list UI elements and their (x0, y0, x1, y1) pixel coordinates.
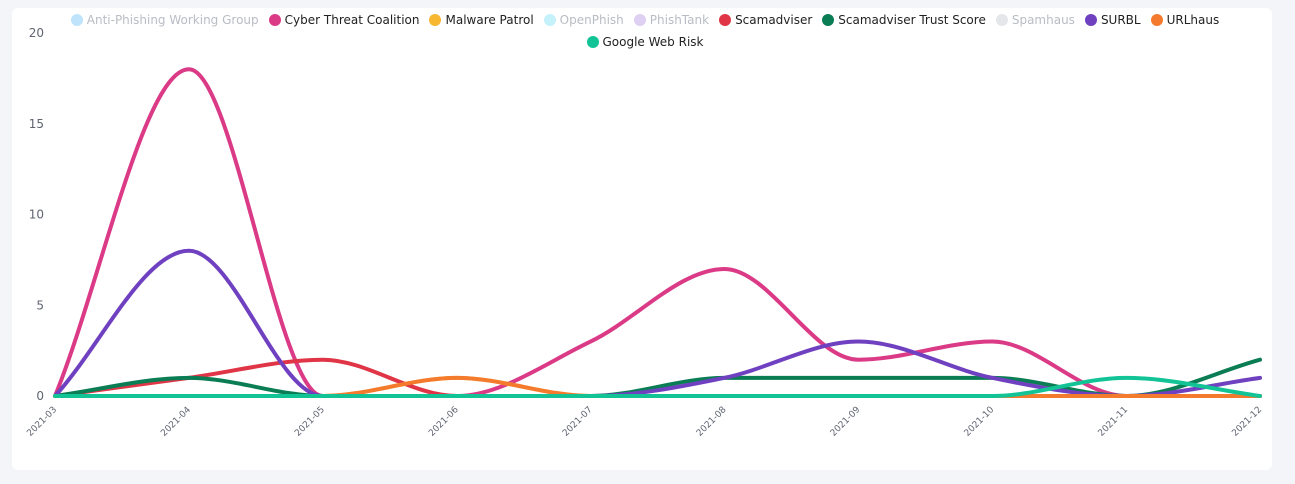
legend-item-google-web-risk[interactable]: Google Web Risk (586, 34, 704, 50)
legend-label: Cyber Threat Coalition (284, 13, 420, 27)
y-axis: 0 5 10 15 20 (29, 26, 44, 403)
y-tick-label: 0 (36, 389, 44, 403)
legend-swatch (70, 14, 83, 26)
legend-label: URLhaus (1166, 13, 1220, 27)
legend-label: Scamadviser Trust Score (838, 13, 986, 27)
legend-label: Spamhaus (1011, 13, 1075, 27)
legend-label: Anti-Phishing Working Group (86, 13, 259, 27)
series-line-surbl[interactable] (53, 248, 1262, 399)
legend-swatch (429, 14, 442, 26)
legend-item-malware-patrol[interactable]: Malware Patrol (429, 12, 534, 28)
x-tick-label: 2021-07 (561, 405, 595, 439)
legend-label: SURBL (1100, 13, 1141, 27)
y-tick-label: 10 (29, 208, 44, 222)
series-line-cyber-threat-coalition[interactable] (53, 67, 1262, 399)
x-tick-label: 2021-12 (1230, 405, 1264, 439)
x-tick-label: 2021-08 (695, 405, 729, 439)
x-tick-label: 2021-10 (963, 405, 997, 439)
y-tick-label: 20 (29, 26, 44, 40)
x-tick-label: 2021-03 (25, 405, 59, 439)
legend-item-openphish[interactable]: OpenPhish (543, 12, 624, 28)
legend-label: Scamadviser (735, 13, 813, 27)
legend-swatch (268, 14, 281, 26)
chart-legend: Anti-Phishing Working Group Cyber Threat … (60, 12, 1230, 50)
legend-swatch (822, 14, 835, 26)
legend-item-phishtank[interactable]: PhishTank (633, 12, 710, 28)
legend-label: Malware Patrol (445, 13, 534, 27)
legend-label: PhishTank (649, 13, 710, 27)
x-tick-label: 2021-09 (829, 405, 863, 439)
legend-swatch (1150, 14, 1163, 26)
legend-item-surbl[interactable]: SURBL (1084, 12, 1141, 28)
y-tick-label: 15 (29, 117, 44, 131)
x-tick-label: 2021-06 (427, 405, 461, 439)
x-tick-label: 2021-11 (1097, 405, 1131, 439)
legend-item-scamadviser-trust-score[interactable]: Scamadviser Trust Score (822, 12, 986, 28)
legend-item-scamadviser[interactable]: Scamadviser (719, 12, 812, 28)
y-tick-label: 5 (36, 298, 44, 312)
legend-label: Google Web Risk (602, 35, 704, 49)
legend-swatch (543, 14, 556, 26)
legend-item-spamhaus[interactable]: Spamhaus (995, 12, 1075, 28)
legend-swatch (633, 14, 646, 26)
legend-swatch (586, 36, 599, 48)
legend-swatch (995, 14, 1008, 26)
legend-label: OpenPhish (559, 13, 624, 27)
legend-item-cyber-threat-coalition[interactable]: Cyber Threat Coalition (268, 12, 420, 28)
plot-area (53, 67, 1262, 399)
legend-item-anti-phishing-working-group[interactable]: Anti-Phishing Working Group (70, 12, 259, 28)
x-axis: 2021-03 2021-04 2021-05 2021-06 2021-07 2021-… (25, 405, 1264, 439)
series-line-google-web-risk[interactable] (53, 375, 1262, 399)
legend-item-urlhaus[interactable]: URLhaus (1150, 12, 1220, 28)
x-tick-label: 2021-04 (159, 405, 193, 439)
legend-swatch (719, 14, 732, 26)
legend-swatch (1084, 14, 1097, 26)
x-tick-label: 2021-05 (293, 405, 327, 439)
